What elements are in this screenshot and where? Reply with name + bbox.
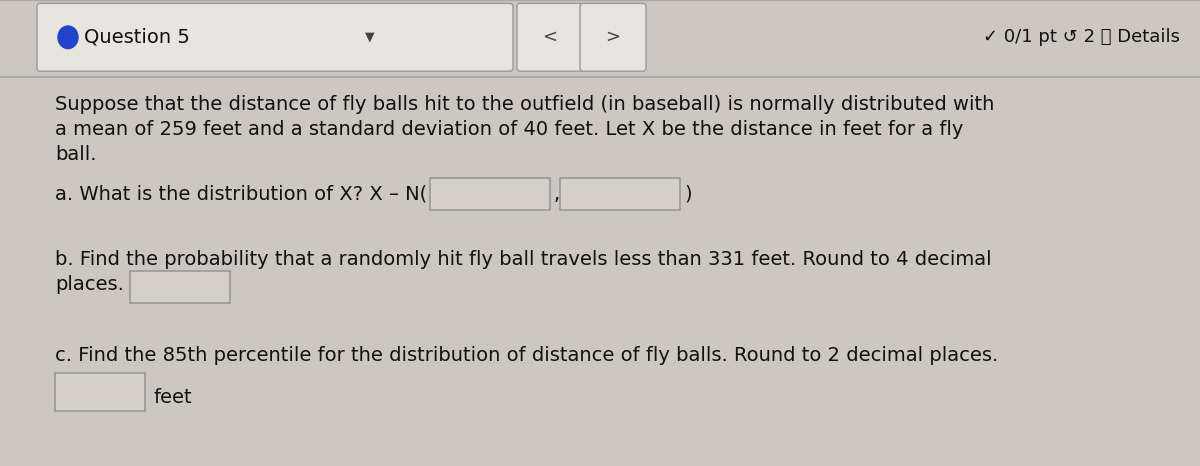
Text: a. What is the distribution of X? X – N(: a. What is the distribution of X? X – N( [55, 185, 427, 204]
Text: Question 5: Question 5 [84, 28, 190, 47]
Text: <: < [542, 28, 558, 46]
FancyBboxPatch shape [580, 3, 646, 71]
Text: ,: , [554, 185, 560, 204]
Text: c. Find the 85th percentile for the distribution of distance of fly balls. Round: c. Find the 85th percentile for the dist… [55, 346, 998, 364]
Text: ▼: ▼ [365, 31, 374, 44]
Text: feet: feet [154, 388, 192, 407]
Text: places.: places. [55, 275, 124, 295]
Text: ): ) [684, 185, 691, 204]
FancyBboxPatch shape [55, 373, 145, 411]
FancyBboxPatch shape [37, 3, 514, 71]
FancyBboxPatch shape [130, 271, 230, 303]
Text: a mean of 259 feet and a standard deviation of 40 feet. Let X be the distance in: a mean of 259 feet and a standard deviat… [55, 120, 964, 139]
FancyBboxPatch shape [560, 178, 680, 210]
Text: b. Find the probability that a randomly hit fly ball travels less than 331 feet.: b. Find the probability that a randomly … [55, 250, 991, 269]
FancyBboxPatch shape [430, 178, 550, 210]
Circle shape [58, 26, 78, 48]
Text: Suppose that the distance of fly balls hit to the outfield (in baseball) is norm: Suppose that the distance of fly balls h… [55, 95, 995, 114]
Text: ✓ 0/1 pt ↺ 2 ⓘ Details: ✓ 0/1 pt ↺ 2 ⓘ Details [983, 28, 1180, 46]
Text: ball.: ball. [55, 145, 96, 164]
Text: >: > [606, 28, 620, 46]
FancyBboxPatch shape [517, 3, 583, 71]
